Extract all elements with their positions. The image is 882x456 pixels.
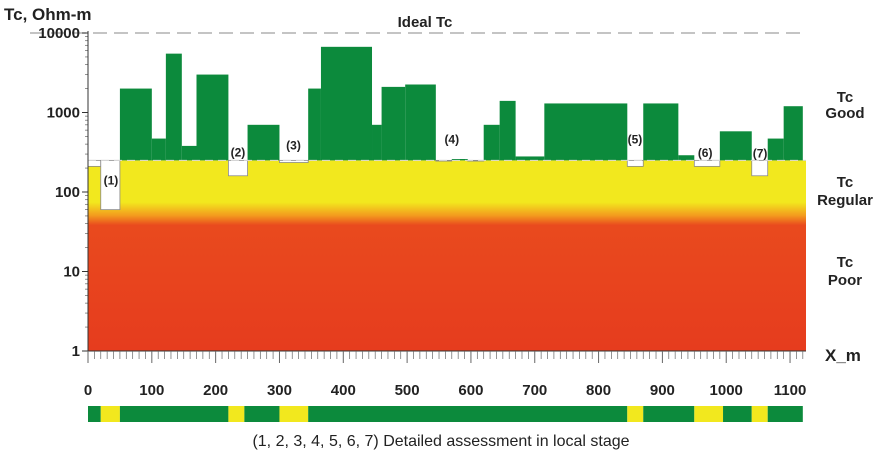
step-good-20 [515, 156, 545, 161]
caption: (1, 2, 3, 4, 5, 6, 7) Detailed assessmen… [252, 433, 629, 450]
step-good-26 [719, 131, 752, 161]
step-good-6 [196, 74, 229, 161]
zone-label-1-line2: Regular [817, 192, 873, 209]
strip-segment-5 [279, 406, 309, 422]
assessment-strip [88, 406, 803, 422]
axes: 1 10 100 1000 10000 0 100 200 300 400 500 600 700 800… [38, 25, 873, 399]
zone-label-2-line1: Tc [837, 254, 853, 271]
step-low-27 [751, 159, 769, 177]
annotation-4: (4) [444, 132, 459, 146]
y-tick-label-3: 1000 [47, 105, 80, 122]
x-tick-label-1: 100 [139, 382, 164, 399]
annotation-5: (5) [628, 132, 643, 146]
zone-label-0-line2: Good [825, 105, 864, 122]
strip-segment-12 [767, 406, 803, 422]
data-steps [87, 46, 803, 211]
step-good-18 [483, 124, 500, 161]
step-good-28 [767, 138, 784, 161]
annotation-1: (1) [104, 173, 119, 187]
y-tick-label-0: 1 [72, 343, 80, 360]
x-tick-label-5: 500 [395, 382, 420, 399]
annotation-2: (2) [231, 145, 246, 159]
step-good-11 [320, 46, 373, 161]
strip-segment-7 [627, 406, 644, 422]
step-good-10 [308, 88, 321, 161]
strip-segment-6 [308, 406, 628, 422]
x-tick-label-6: 600 [458, 382, 483, 399]
step-low-7 [228, 159, 248, 177]
step-good-24 [678, 155, 695, 161]
step-good-23 [643, 103, 679, 161]
step-low-1 [100, 159, 121, 211]
x-tick-label-7: 700 [522, 382, 547, 399]
step-good-8 [247, 124, 280, 161]
y-tick-label-2: 100 [55, 184, 80, 201]
strip-segment-2 [119, 406, 229, 422]
strip-segment-9 [694, 406, 724, 422]
annotations: (1) (2) (3) (4) (5) (6) (7) [104, 132, 768, 187]
ideal-tc-label: Ideal Tc [398, 14, 453, 31]
x-tick-label-8: 800 [586, 382, 611, 399]
strip-segment-3 [228, 406, 245, 422]
zone-background [88, 160, 806, 351]
y-axis-label: Tc, Ohm-m [4, 5, 92, 24]
step-good-2 [119, 88, 152, 161]
y-tick-label-1: 10 [63, 264, 80, 281]
y-tick-label-4: 10000 [38, 25, 80, 42]
step-low-25 [693, 159, 721, 167]
x-axis-label: X_m [825, 346, 861, 365]
strip-segment-10 [723, 406, 752, 422]
x-tick-label-11: 1100 [774, 382, 807, 399]
step-good-19 [499, 100, 516, 161]
x-tick-label-3: 300 [267, 382, 292, 399]
annotation-3: (3) [286, 139, 301, 153]
step-good-3 [151, 138, 166, 161]
annotation-6: (6) [698, 146, 713, 160]
zone-label-1-line1: Tc [837, 174, 853, 191]
step-good-21 [544, 103, 628, 161]
step-good-29 [783, 106, 803, 161]
step-good-13 [381, 86, 406, 161]
zone-label-2-line2: Poor [828, 272, 862, 289]
step-low-9 [279, 159, 309, 163]
zone-label-0-line1: Tc [837, 89, 853, 106]
step-low-22 [626, 159, 644, 167]
step-good-16 [451, 159, 468, 161]
strip-segment-8 [643, 406, 695, 422]
strip-segment-1 [100, 406, 120, 422]
zone-regular-poor [88, 160, 806, 351]
strip-segment-0 [88, 406, 101, 422]
step-low-0 [87, 159, 102, 167]
ideal-line-group [30, 32, 806, 161]
x-tick-label-0: 0 [84, 382, 92, 399]
step-good-12 [372, 124, 382, 161]
x-tick-label-10: 1000 [710, 382, 743, 399]
x-tick-label-9: 900 [650, 382, 675, 399]
x-tick-label-4: 400 [331, 382, 356, 399]
step-good-4 [165, 53, 182, 161]
annotation-7: (7) [753, 147, 768, 161]
x-tick-label-2: 200 [203, 382, 228, 399]
strip-segment-4 [244, 406, 280, 422]
strip-segment-11 [751, 406, 768, 422]
step-good-14 [405, 84, 436, 161]
step-good-5 [181, 145, 197, 161]
